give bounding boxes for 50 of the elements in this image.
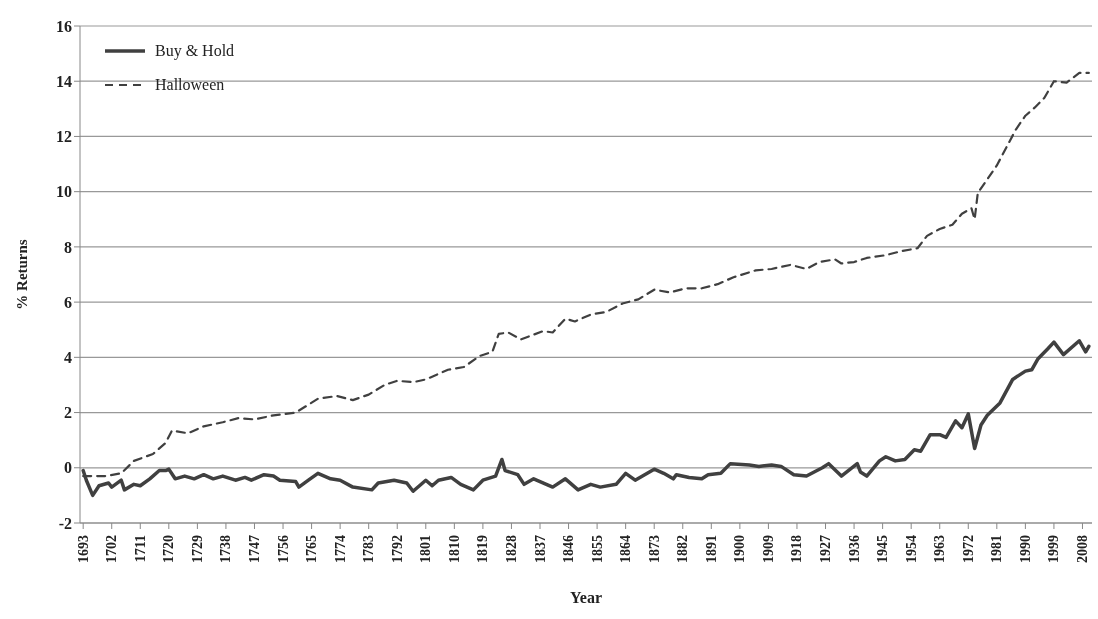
y-axis-title: % Returns: [14, 239, 31, 310]
x-tick-label: 1711: [132, 535, 148, 563]
x-tick-label: 1855: [589, 535, 605, 563]
x-tick-label: 1792: [389, 535, 405, 563]
x-tick-label: 1900: [732, 535, 748, 563]
x-tick-label: 1936: [846, 535, 862, 563]
x-tick-label: 1864: [618, 535, 634, 563]
x-axis-title: Year: [570, 589, 602, 606]
x-tick-label: 1846: [561, 535, 577, 563]
y-tick-label: 0: [64, 459, 72, 477]
x-tick-label: 1774: [332, 535, 348, 563]
x-tick-label: 1873: [646, 535, 662, 563]
x-tick-label: 1990: [1017, 535, 1033, 563]
x-tick-label: 1747: [246, 535, 262, 563]
y-tick-label: 14: [56, 72, 72, 90]
y-tick-label: 12: [56, 128, 72, 146]
y-tick-label: 10: [56, 183, 72, 201]
x-tick-label: 1963: [932, 535, 948, 563]
x-tick-label: 1891: [703, 535, 719, 563]
x-tick-label: 1756: [275, 535, 291, 563]
legend-label: Halloween: [155, 76, 225, 94]
x-tick-label: 1972: [960, 535, 976, 563]
x-tick-label: 1702: [104, 535, 120, 563]
x-tick-label: 1783: [361, 535, 377, 563]
y-tick-label: 2: [64, 404, 72, 422]
x-tick-label: 1810: [446, 535, 462, 563]
x-tick-label: 1909: [760, 535, 776, 563]
x-tick-label: 1720: [161, 535, 177, 563]
x-tick-label: 1999: [1046, 535, 1062, 563]
x-tick-label: 1729: [189, 535, 205, 563]
x-tick-label: 1927: [818, 535, 834, 563]
x-tick-label: 1738: [218, 535, 234, 563]
x-tick-label: 1882: [675, 535, 691, 563]
x-tick-label: 1828: [503, 535, 519, 563]
y-tick-label: 16: [56, 17, 72, 35]
x-tick-label: 1954: [903, 535, 919, 563]
x-tick-label: 1819: [475, 535, 491, 563]
x-tick-label: 1837: [532, 535, 548, 563]
y-tick-label: 8: [64, 238, 72, 256]
x-tick-label: 1765: [304, 535, 320, 563]
x-tick-label: 1945: [875, 535, 891, 563]
y-tick-label: -2: [58, 514, 72, 532]
y-tick-label: 4: [64, 349, 72, 367]
legend-label: Buy & Hold: [155, 42, 235, 60]
x-tick-label: 1981: [989, 535, 1005, 563]
x-tick-label: 1918: [789, 535, 805, 563]
y-tick-label: 6: [64, 293, 72, 311]
x-tick-label: 1801: [418, 535, 434, 563]
x-tick-label: 1693: [75, 535, 91, 563]
x-tick-label: 2008: [1074, 535, 1090, 563]
